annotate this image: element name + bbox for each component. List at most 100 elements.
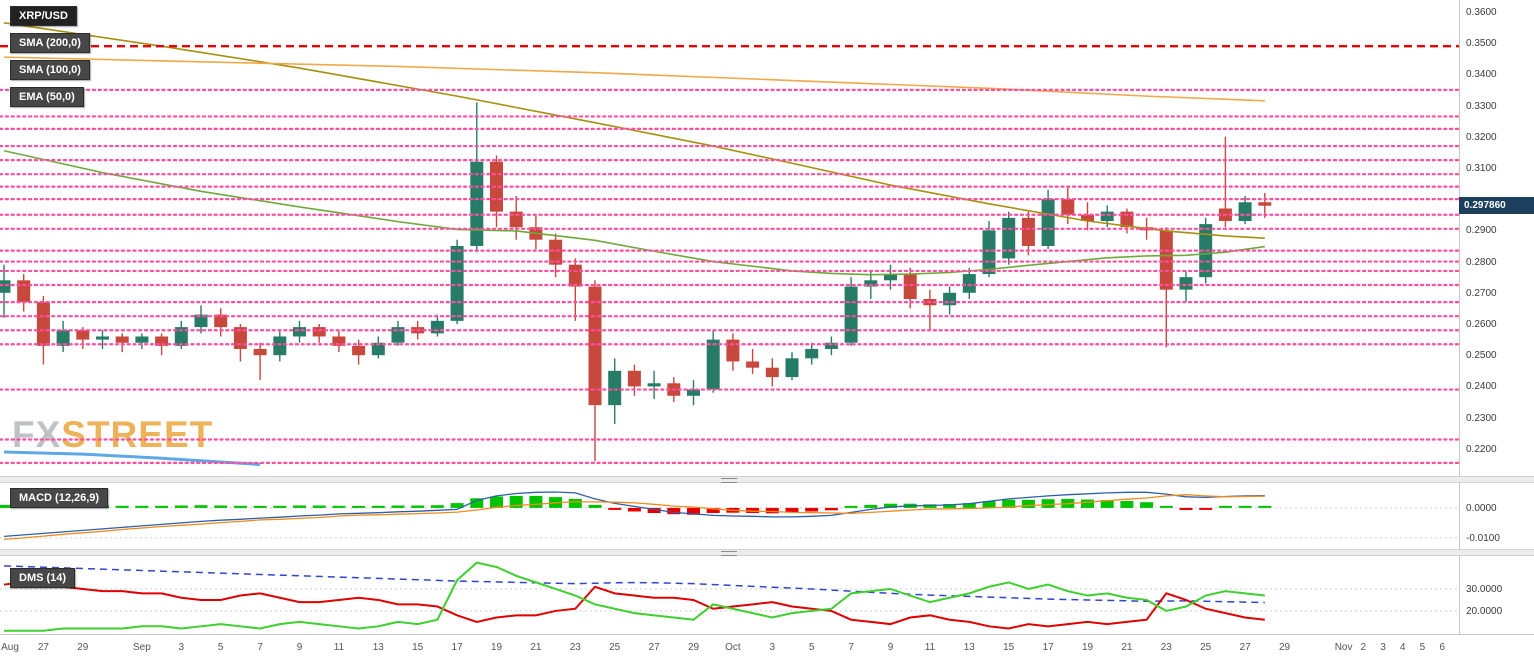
watermark-fx: FX	[12, 414, 62, 455]
sma100-line	[3, 21, 1265, 239]
candle-body	[1258, 202, 1272, 206]
time-tick-label: 15	[1003, 642, 1015, 653]
time-axis[interactable]: Aug 27 29 Sep 3 5 7 9 11 13 15 17 19 21 23 25 27 29 Oct 3 5 7…	[0, 634, 1534, 661]
dms-chip[interactable]: DMS (14)	[10, 568, 76, 588]
minus-di-line	[3, 576, 1265, 630]
price-tick-label: 0.2500	[1466, 350, 1497, 362]
time-tick-label: 6	[1439, 642, 1445, 653]
time-tick-label: 19	[1081, 642, 1094, 653]
ema50-chip[interactable]: EMA (50,0)	[10, 87, 84, 107]
candle-body	[450, 245, 464, 321]
candle-body	[0, 280, 11, 293]
fxstreet-watermark: FXSTREET	[12, 414, 213, 456]
candle-body	[844, 286, 858, 343]
time-tick-label: 7	[257, 642, 263, 653]
plus-di-line	[4, 561, 1265, 632]
macd-histogram-bar	[332, 505, 346, 508]
candle-body	[273, 336, 287, 356]
price-tick-label: 0.2400	[1466, 381, 1497, 393]
macd-histogram-bar	[1002, 499, 1016, 508]
watermark-street: STREET	[61, 414, 214, 455]
candle-body	[824, 342, 838, 349]
symbol-chip[interactable]: XRP/USD	[10, 6, 77, 26]
macd-histogram-bar	[0, 504, 11, 508]
time-tick-label: 21	[530, 642, 542, 653]
macd-histogram-bar	[608, 507, 622, 510]
legend-chips: XRP/USD SMA (200,0) SMA (100,0) EMA (50,…	[10, 6, 90, 114]
candle-body	[568, 264, 582, 287]
time-tick-label: 13	[963, 642, 975, 653]
candle-body	[293, 327, 306, 337]
candle-body	[962, 274, 976, 293]
macd-histogram-bar	[884, 503, 897, 508]
candle-body	[332, 336, 346, 346]
candle-body	[785, 358, 799, 378]
dms-tick-label: 20.0000	[1466, 605, 1503, 617]
candle-body	[1120, 211, 1134, 228]
time-tick-label: 7	[848, 642, 854, 653]
candle-body	[588, 286, 602, 406]
macd-histogram-bar	[824, 507, 838, 511]
price-axis[interactable]: 0.3600 0.3500 0.3400 0.3300 0.3200 0.3100 0.29…	[1459, 0, 1534, 634]
time-tick-label: 17	[451, 642, 463, 653]
candle-body	[312, 327, 326, 337]
panel-splitter[interactable]	[0, 549, 1534, 556]
splitter-grip-icon[interactable]	[721, 551, 737, 556]
price-chart-canvas[interactable]	[0, 0, 1459, 476]
macd-histogram-bar	[411, 505, 425, 508]
time-tick-label: Aug	[1, 642, 19, 653]
candle-body	[647, 383, 661, 387]
candle-body	[352, 345, 366, 356]
splitter-grip-icon[interactable]	[721, 478, 737, 483]
candle-body	[805, 348, 819, 359]
price-tick-label: 0.3100	[1466, 162, 1497, 174]
macd-histogram-bar	[174, 505, 188, 508]
panel-splitter[interactable]	[0, 476, 1534, 483]
macd-histogram-bar	[233, 505, 247, 508]
time-tick-label: 5	[1419, 642, 1426, 653]
price-tick-label: 0.3500	[1466, 38, 1497, 50]
candle-body	[765, 367, 779, 378]
candle-body	[1100, 211, 1114, 221]
candle-body	[115, 336, 129, 343]
time-tick-label: 21	[1121, 642, 1133, 653]
macd-histogram-bar	[568, 498, 582, 508]
macd-histogram-bar	[214, 505, 228, 508]
macd-histogram-bar	[155, 505, 169, 508]
macd-histogram-bar	[962, 503, 976, 508]
dms-chart-canvas[interactable]	[0, 556, 1459, 634]
macd-signal-line	[3, 494, 1265, 541]
macd-histogram-bar	[312, 505, 326, 508]
candle-body	[174, 327, 188, 346]
macd-histogram-bar	[115, 505, 129, 508]
macd-histogram-bar	[371, 505, 385, 508]
ema50-line	[3, 149, 1265, 276]
macd-chart-canvas[interactable]	[0, 483, 1459, 549]
adx-line	[3, 565, 1265, 604]
time-tick-label: 27	[37, 642, 49, 653]
macd-histogram-bar	[1100, 500, 1114, 508]
price-tick-label: 0.2300	[1466, 412, 1497, 424]
macd-histogram-bar	[1238, 505, 1252, 508]
time-tick-label: 17	[1042, 642, 1054, 653]
dms-tick-label: 30.0000	[1466, 583, 1503, 595]
macd-histogram-bar	[687, 507, 700, 515]
macd-histogram-bar	[1159, 505, 1173, 508]
sma100-chip[interactable]: SMA (100,0)	[10, 60, 90, 80]
candle-body	[17, 280, 31, 303]
candle-body	[1021, 217, 1035, 246]
candle-body	[36, 302, 50, 346]
candle-body	[1061, 199, 1075, 215]
macd-histogram-bar	[1041, 499, 1055, 508]
macd-histogram-bar	[785, 507, 799, 513]
sma200-chip[interactable]: SMA (200,0)	[10, 33, 90, 53]
macd-chip[interactable]: MACD (12,26,9)	[10, 488, 109, 508]
macd-histogram-bar	[430, 505, 444, 508]
price-tick-label: 0.3200	[1466, 131, 1497, 143]
time-tick-label: 29	[1278, 642, 1291, 653]
price-tick-label: 0.3400	[1466, 69, 1497, 81]
price-tick-label: 0.2900	[1466, 225, 1497, 237]
candle-body	[1041, 199, 1055, 246]
dms-panel: DMS (14)	[0, 556, 1459, 634]
candle-body	[1159, 230, 1173, 290]
